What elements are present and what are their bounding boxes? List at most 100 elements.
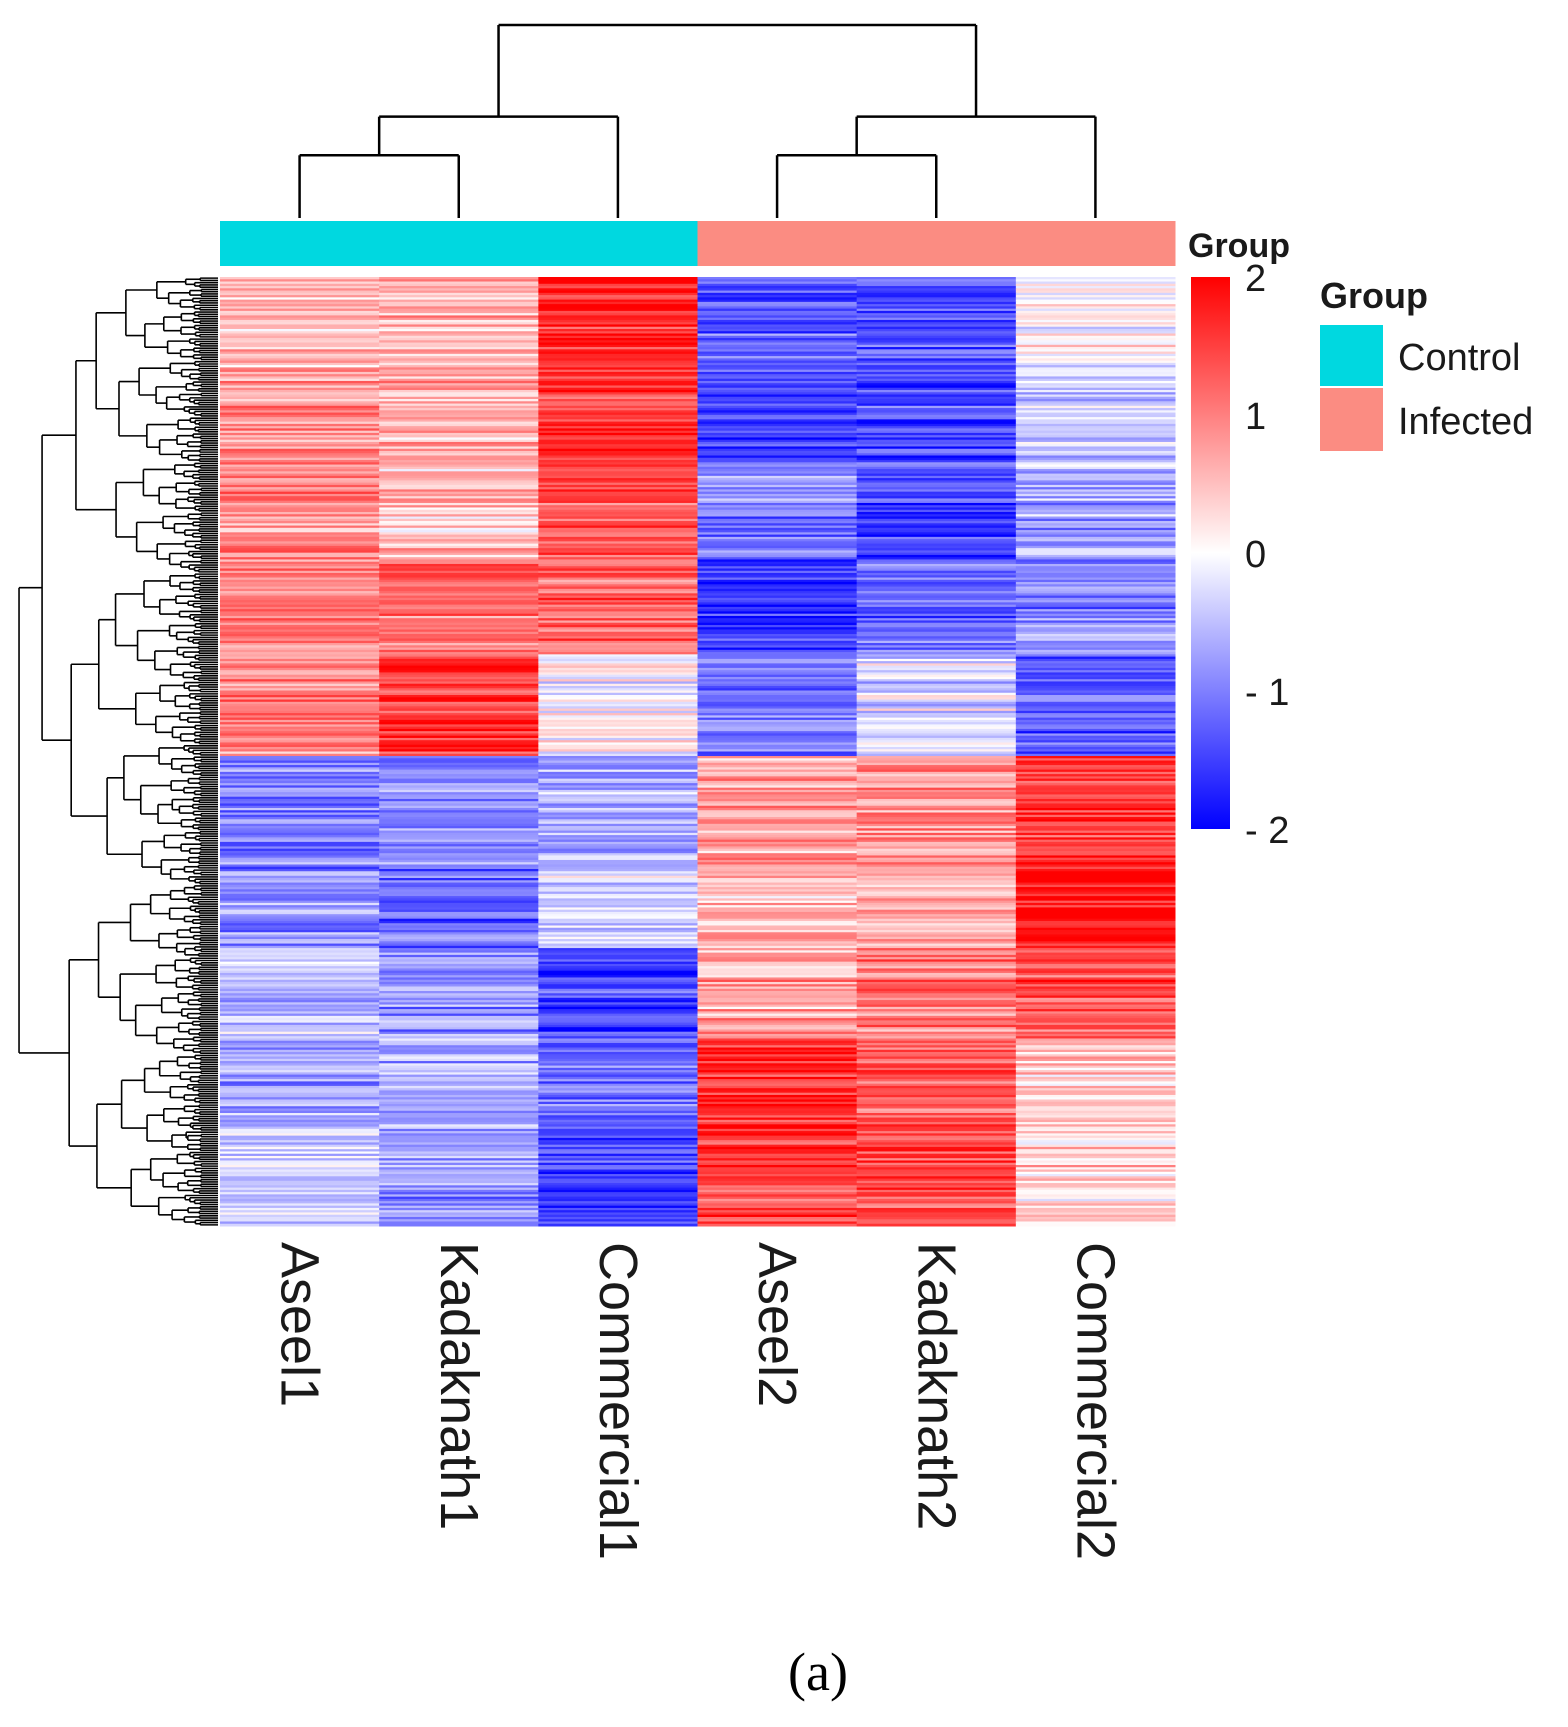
heat-cell	[697, 1126, 858, 1130]
heat-cell	[1015, 1131, 1176, 1134]
heat-cell	[538, 830, 698, 834]
heat-cell	[856, 864, 1017, 868]
heat-cell	[538, 751, 698, 755]
heat-cell	[856, 961, 1017, 965]
heat-cell	[220, 595, 380, 599]
heat-cell	[220, 518, 380, 522]
heat-cell	[697, 1196, 858, 1200]
heat-cell	[1015, 432, 1176, 436]
heat-cell	[1015, 954, 1176, 958]
heat-cell	[538, 1000, 698, 1003]
heat-cell	[1015, 543, 1176, 547]
heat-cell	[856, 672, 1017, 676]
heat-cell	[697, 525, 858, 529]
heat-cell	[856, 981, 1017, 985]
heat-cell	[220, 1180, 380, 1184]
heat-cell	[697, 297, 858, 301]
heat-cell	[856, 489, 1017, 493]
heat-cell	[538, 970, 698, 974]
heat-cell	[856, 984, 1017, 987]
heat-cell	[1015, 362, 1176, 366]
heat-cell	[538, 1110, 698, 1114]
heat-cell	[379, 778, 539, 782]
heat-cell	[1015, 1031, 1176, 1035]
heat-cell	[1015, 952, 1176, 956]
heat-cell	[220, 713, 380, 716]
heat-cell	[538, 649, 698, 653]
heat-cell	[856, 1029, 1017, 1033]
heat-cell	[1015, 1063, 1176, 1067]
heat-cell	[697, 715, 858, 719]
heat-cell	[220, 313, 380, 316]
heat-cell	[379, 1004, 539, 1008]
heat-cell	[697, 335, 858, 339]
column-label-commercial1: Commercial1	[588, 1242, 648, 1560]
heat-cell	[538, 577, 698, 581]
heat-cell	[697, 457, 858, 461]
heat-cell	[220, 1009, 380, 1012]
heat-cell	[697, 887, 858, 890]
heat-cell	[538, 936, 698, 940]
heat-cell	[379, 1015, 539, 1019]
heat-cell	[220, 699, 380, 703]
heat-cell	[1015, 638, 1176, 642]
heat-cell	[856, 963, 1017, 967]
heat-cell	[220, 774, 380, 777]
heat-cell	[379, 310, 539, 314]
heat-cell	[856, 322, 1017, 325]
heat-cell	[379, 500, 539, 504]
heat-cell	[220, 462, 380, 466]
heat-cell	[220, 1076, 380, 1080]
heat-cell	[220, 643, 380, 646]
heat-cell	[538, 618, 698, 621]
heat-cell	[538, 972, 698, 976]
heat-cell	[379, 841, 539, 845]
heat-cell	[538, 878, 698, 881]
heat-cell	[697, 349, 858, 353]
heat-cell	[1015, 575, 1176, 579]
heat-cell	[856, 1022, 1017, 1026]
heat-cell	[220, 1214, 380, 1218]
heat-cell	[1015, 383, 1176, 386]
heat-cell	[856, 277, 1017, 280]
heat-cell	[220, 1033, 380, 1037]
heat-cell	[697, 1146, 858, 1150]
heat-cell	[220, 638, 380, 642]
heat-cell	[220, 1090, 380, 1094]
heat-cell	[1015, 460, 1176, 463]
heat-cell	[856, 835, 1017, 838]
heat-cell	[538, 1133, 698, 1137]
heat-cell	[697, 776, 858, 780]
heat-cell	[538, 708, 698, 712]
heat-cell	[538, 582, 698, 585]
heat-cell	[697, 308, 858, 312]
heat-cell	[220, 586, 380, 590]
heat-cell	[220, 891, 380, 895]
heat-cell	[220, 484, 380, 488]
heat-cell	[856, 1207, 1017, 1211]
heat-cell	[220, 344, 380, 348]
figure-caption: (a)	[788, 1642, 848, 1702]
heat-cell	[697, 1015, 858, 1019]
heat-cell	[1015, 948, 1176, 951]
heat-cell	[538, 557, 698, 560]
heat-cell	[538, 735, 698, 739]
heat-cell	[856, 972, 1017, 976]
heat-cell	[1015, 789, 1176, 793]
heat-cell	[220, 925, 380, 929]
heat-cell	[697, 726, 858, 730]
heat-cell	[856, 706, 1017, 710]
heat-cell	[379, 1047, 539, 1051]
heat-cell	[538, 1058, 698, 1062]
heat-cell	[220, 679, 380, 682]
heat-cell	[697, 313, 858, 316]
heat-cell	[697, 604, 858, 608]
heat-cell	[697, 932, 858, 936]
heat-cell	[220, 297, 380, 301]
heat-cell	[856, 715, 1017, 719]
heat-cell	[538, 780, 698, 784]
heat-cell	[538, 789, 698, 793]
heat-cell	[1015, 412, 1176, 416]
heat-cell	[379, 480, 539, 484]
heat-cell	[379, 925, 539, 929]
